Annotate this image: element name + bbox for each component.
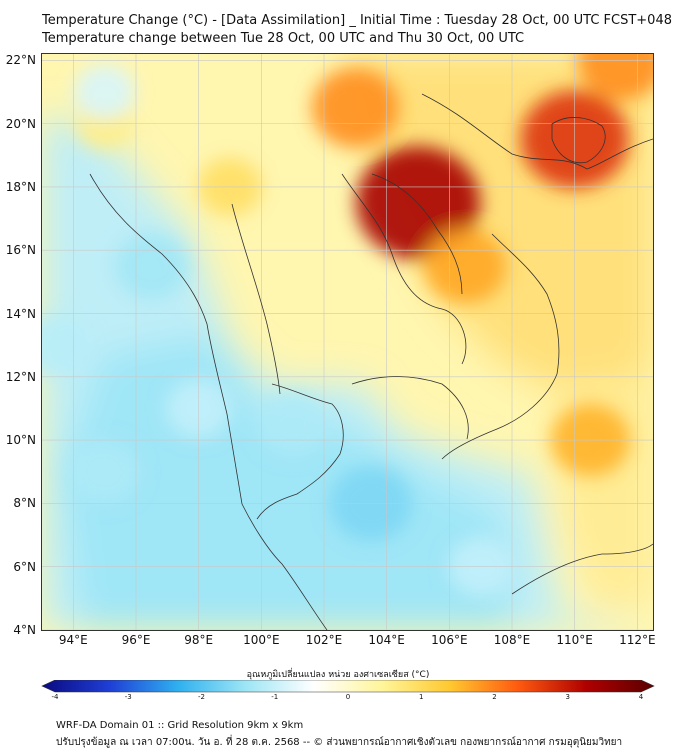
coastline-gulf (256, 383, 344, 520)
border-cambodia (351, 376, 469, 440)
lat-tick-label: 6°N (13, 559, 36, 574)
colorbar-tick-label: 1 (419, 693, 424, 701)
lon-tick-label: 104°E (368, 633, 405, 647)
lat-tick-label: 12°N (5, 369, 36, 384)
cold-spot (42, 313, 92, 377)
lon-tick-label: 102°E (305, 633, 343, 647)
colorbar-tick-label: 3 (565, 693, 570, 701)
colorbar-body (41, 680, 655, 693)
colorbar-tick-label: 4 (638, 693, 644, 701)
colorbar-title: อุณหภูมิเปลี่ยนแปลง หน่วย องศาเซลเซียส (… (246, 670, 430, 680)
lon-tick-label: 96°E (121, 633, 151, 647)
coastline-china (421, 93, 653, 170)
lat-tick-label: 8°N (13, 496, 36, 511)
chart-title: Temperature Change (°C) - [Data Assimila… (42, 13, 672, 28)
lat-tick-label: 10°N (5, 433, 36, 448)
colorbar-tick-label: 0 (345, 693, 351, 701)
lon-tick-label: 100°E (243, 633, 280, 647)
colorbar-tick-label: 2 (492, 693, 497, 701)
colorbar-tick-label: -1 (271, 693, 279, 701)
lat-tick-label: 14°N (5, 306, 36, 321)
colorbar (41, 680, 655, 693)
hainan-island (551, 117, 606, 164)
coastline-vietnam (441, 233, 560, 460)
lon-tick-label: 112°E (619, 633, 656, 647)
lat-tick-label: 22°N (5, 53, 36, 68)
footer-model-info: WRF-DA Domain 01 :: Grid Resolution 9km … (56, 720, 304, 731)
border-thailand-laos (341, 173, 467, 365)
lat-tick-label: 18°N (5, 179, 36, 194)
country-borders (89, 93, 653, 630)
colorbar-tick-label: -2 (198, 693, 205, 701)
cold-spot (257, 391, 329, 457)
cold-spot (74, 64, 136, 120)
lon-tick-label: 106°E (431, 633, 468, 647)
hot-spot (355, 146, 481, 260)
cold-spot (114, 232, 189, 300)
footer-credit: ปรับปรุงข้อมูล ณ เวลา 07:00น. วัน อ. ที่… (56, 737, 623, 748)
lon-tick-label: 108°E (493, 633, 531, 647)
temperature-change-map (41, 53, 654, 631)
chart-subtitle: Temperature change between Tue 28 Oct, 0… (42, 31, 525, 46)
lon-tick-label: 98°E (184, 633, 214, 647)
lon-tick-label: 110°E (556, 633, 593, 647)
cold-spot (69, 439, 141, 505)
hot-spot (578, 54, 653, 100)
colorbar-tick-label: -4 (51, 693, 59, 701)
lon-tick-label: 94°E (58, 633, 88, 647)
borneo-coast (511, 543, 653, 595)
hot-spot (424, 228, 506, 304)
lat-tick-label: 20°N (5, 116, 36, 131)
map-gridlines (42, 54, 653, 630)
border-thailand-myanmar (231, 203, 281, 395)
hot-spot (311, 68, 399, 148)
coastline-andaman (89, 173, 328, 630)
lat-tick-label: 16°N (5, 243, 36, 258)
colorbar-tick-label: -3 (124, 693, 132, 701)
lat-tick-label: 4°N (13, 623, 36, 637)
border-laos-vietnam (371, 173, 463, 295)
